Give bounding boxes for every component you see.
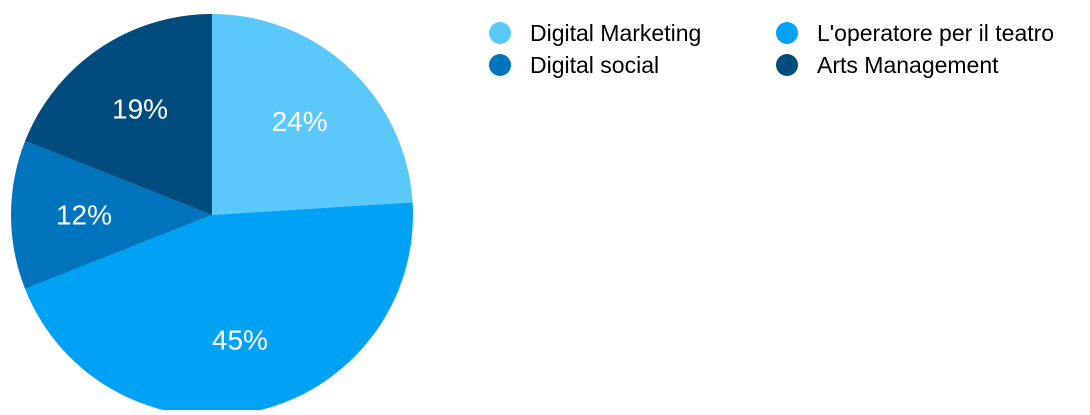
legend-item-arts-management: Arts Management xyxy=(776,52,999,78)
pie-slices xyxy=(10,14,413,415)
legend-label: L'operatore per il teatro xyxy=(817,20,1054,46)
legend-swatch xyxy=(489,54,511,76)
legend-item-digital-marketing: Digital Marketing xyxy=(489,20,701,46)
pie-slice-arts-management xyxy=(25,14,212,215)
legend-swatch xyxy=(776,54,798,76)
legend-swatch xyxy=(776,22,798,44)
legend-label: Arts Management xyxy=(817,52,999,78)
pie-slice-digital-marketing xyxy=(212,14,413,215)
legend-label: Digital Marketing xyxy=(530,20,701,46)
legend-item-digital-social: Digital social xyxy=(489,52,659,78)
legend-swatch xyxy=(489,22,511,44)
pie-value-label-l-operatore-per-il-teatro: 45% xyxy=(212,324,268,355)
legend-item-l-operatore-per-il-teatro: L'operatore per il teatro xyxy=(776,20,1054,46)
pie-slice-l-operatore-per-il-teatro xyxy=(25,202,413,415)
pie-value-label-arts-management: 19% xyxy=(112,94,168,125)
legend: Digital Marketing L'operatore per il teat… xyxy=(489,20,1054,78)
pie-value-label-digital-social: 12% xyxy=(56,200,112,231)
pie-slice-digital-social xyxy=(10,141,212,289)
legend-label: Digital social xyxy=(530,52,659,78)
pie-value-label-digital-marketing: 24% xyxy=(272,106,328,137)
pie-value-labels: 24% 45% 12% 19% xyxy=(56,94,328,356)
